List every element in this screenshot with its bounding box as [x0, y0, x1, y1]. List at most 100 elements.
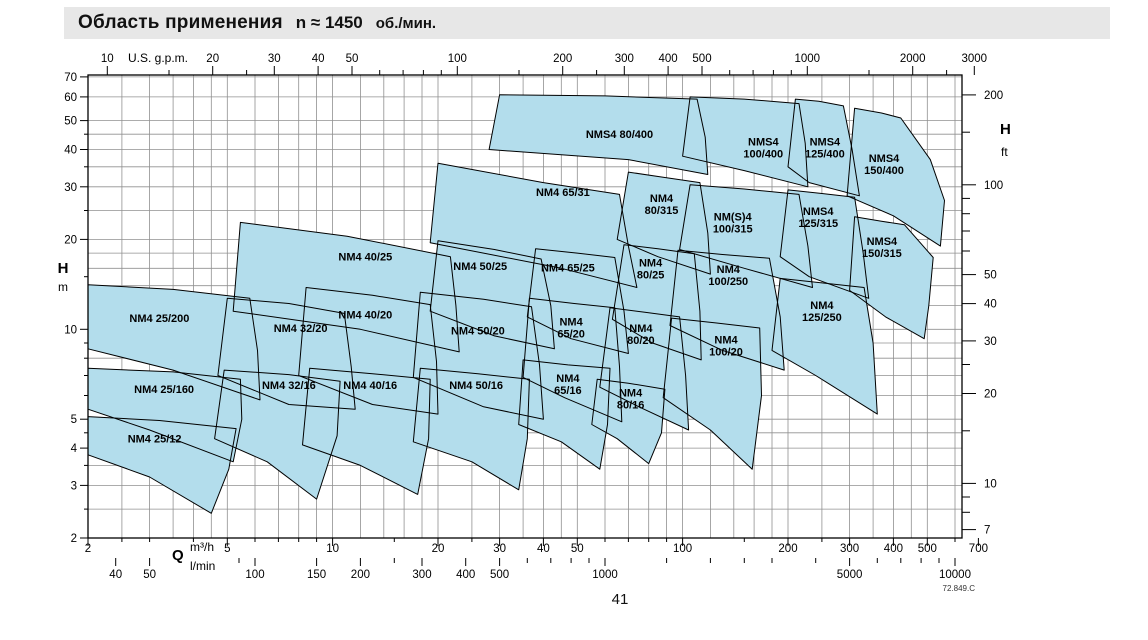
region-nm4-100-250 [670, 250, 785, 371]
region-outline-nms4-125-315 [779, 189, 870, 299]
region-label-nm4-32-20: NM4 32/20 [274, 323, 328, 335]
svg-text:20: 20 [432, 543, 445, 555]
region-label-nm-s-4-100-315: NM(S)4 100/315 [713, 211, 753, 235]
svg-text:30: 30 [64, 182, 77, 194]
region-outline-nm-s-4-100-315 [679, 184, 813, 288]
region-nm4-25-160 [88, 368, 242, 462]
svg-text:700: 700 [969, 543, 988, 555]
region-label-nm4-40-16: NM4 40/16 [343, 380, 397, 392]
axis-left-letter: H [58, 260, 69, 277]
svg-text:20: 20 [206, 53, 219, 65]
svg-text:300: 300 [615, 53, 634, 65]
svg-text:20: 20 [984, 389, 997, 401]
svg-text:5: 5 [71, 414, 77, 426]
svg-text:3000: 3000 [962, 53, 988, 65]
svg-text:60: 60 [64, 92, 77, 104]
svg-text:30: 30 [493, 543, 506, 555]
svg-text:10: 10 [984, 478, 997, 490]
svg-text:40: 40 [312, 53, 325, 65]
svg-text:5: 5 [224, 543, 230, 555]
region-outline-nm4-40-16 [302, 367, 431, 495]
svg-text:40: 40 [64, 145, 77, 157]
svg-text:2000: 2000 [900, 53, 926, 65]
svg-text:300: 300 [412, 569, 431, 581]
axis-bottom-unit-m3h: m³/h [190, 540, 214, 554]
region-outline-nm4-65-25 [526, 248, 629, 354]
axis-bottom-unit-lmin: l/min [190, 559, 215, 573]
region-outline-nm4-50-25 [429, 240, 555, 350]
svg-text:50: 50 [143, 569, 156, 581]
region-nm4-25-200 [88, 284, 260, 400]
region-label-nms4-125-400: NMS4 125/400 [805, 136, 845, 160]
region-outline-nm4-80-25 [611, 244, 702, 361]
svg-text:3: 3 [71, 480, 77, 492]
svg-text:50: 50 [571, 543, 584, 555]
region-label-nm4-25-160: NM4 25/160 [134, 384, 194, 396]
region-nms4-125-315 [780, 189, 869, 299]
region-label-nm4-65-25: NM4 65/25 [541, 263, 595, 275]
svg-text:400: 400 [659, 53, 678, 65]
page-number: 41 [611, 591, 629, 608]
svg-text:30: 30 [984, 336, 997, 348]
region-outline-nms4-150-400 [846, 107, 945, 247]
svg-text:2: 2 [71, 533, 77, 545]
region-label-nm4-65-20: NM4 65/20 [557, 317, 585, 341]
axis-left-unit: m [58, 280, 68, 294]
plot-frame [87, 74, 963, 539]
svg-text:50: 50 [346, 53, 359, 65]
axis-top-unit: U.S. g.p.m. [128, 51, 188, 65]
svg-text:4: 4 [71, 443, 78, 455]
svg-text:10000: 10000 [939, 569, 971, 581]
svg-text:40: 40 [109, 569, 122, 581]
region-label-nm4-80-315: NM4 80/315 [645, 193, 679, 217]
svg-text:200: 200 [984, 90, 1003, 102]
svg-text:400: 400 [884, 543, 903, 555]
region-nm4-125-250 [772, 278, 878, 415]
axis-bottom-lmin: 40 50 100 150 200 300 400 500 1000 5000 10000 [109, 558, 971, 581]
svg-text:300: 300 [840, 543, 859, 555]
axis-right-letter: H [1000, 121, 1011, 138]
region-label-nm4-50-25: NM4 50/25 [453, 261, 507, 273]
axis-right-ft: 200 100 50 40 30 20 10 7 Hft [962, 90, 1011, 537]
svg-text:30: 30 [268, 53, 281, 65]
svg-text:2: 2 [85, 543, 91, 555]
page-title: Область применения [78, 12, 283, 33]
axis-top-gpm: 10 20 30 40 50 100 200 300 400 500 1000 2000 3000 U.S… [101, 51, 987, 75]
region-outline-nm4-40-25 [232, 221, 460, 353]
region-nms4-150-315 [849, 216, 934, 339]
region-outline-nm4-25-12 [87, 416, 237, 514]
region-label-nm4-80-20: NM4 80/20 [627, 323, 655, 347]
region-outline-nm4-80-20 [599, 307, 690, 431]
region-label-nms4-150-315: NMS4 150/315 [862, 236, 902, 260]
region-label-nm4-40-25: NM4 40/25 [338, 252, 392, 264]
region-label-nms4-125-315: NMS4 125/315 [798, 206, 838, 230]
svg-text:50: 50 [64, 116, 77, 128]
region-outline-nm4-100-20 [662, 317, 762, 470]
title-speed-unit: об./мин. [375, 14, 437, 32]
svg-text:10: 10 [101, 53, 114, 65]
region-label-nm4-25-12: NM4 25/12 [128, 434, 182, 446]
region-label-nm4-32-16: NM4 32/16 [262, 380, 316, 392]
region-nm4-65-31 [430, 163, 637, 288]
region-nm4-100-20 [663, 318, 762, 470]
region-label-nm4-25-200: NM4 25/200 [129, 313, 189, 325]
region-outline-nms4-150-315 [849, 216, 934, 340]
svg-text:10: 10 [64, 324, 77, 336]
svg-text:200: 200 [778, 543, 797, 555]
region-label-nms4-100-400: NMS4 100/400 [743, 136, 783, 160]
region-label-nm4-40-20: NM4 40/20 [338, 310, 392, 322]
svg-text:500: 500 [692, 53, 711, 65]
svg-text:1000: 1000 [795, 53, 821, 65]
region-label-nm4-65-31: NM4 65/31 [536, 187, 590, 199]
region-nms4-125-400 [788, 99, 860, 196]
region-label-nm4-100-250: NM4 100/250 [708, 264, 748, 288]
svg-text:1000: 1000 [592, 569, 618, 581]
region-outline-nms4-80-400 [488, 94, 709, 175]
region-label-nms4-150-400: NMS4 150/400 [864, 153, 904, 177]
title-bar: Область применения n ≈ 1450 об./мин. [64, 7, 1110, 39]
svg-text:40: 40 [537, 543, 550, 555]
axis-right-unit: ft [1001, 145, 1008, 159]
region-nm4-40-25 [233, 222, 460, 352]
